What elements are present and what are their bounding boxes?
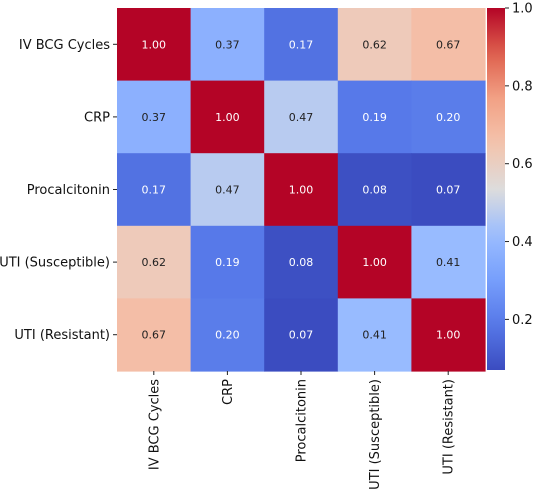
heatmap-cell <box>411 80 486 154</box>
heatmap-cell <box>117 153 192 227</box>
heatmap-cell <box>264 8 339 82</box>
cell-value-label: 0.07 <box>436 184 461 197</box>
cell-value-label: 0.17 <box>289 38 314 51</box>
cell-value-label: 0.19 <box>215 256 240 269</box>
column-label: UTI (Susceptible) <box>368 379 383 490</box>
heatmap-cell <box>411 298 486 372</box>
cell-value-label: 0.08 <box>362 184 387 197</box>
colorbar-tick-label: 0.2 <box>512 313 533 328</box>
cell-value-label: 0.20 <box>436 111 461 124</box>
row-labels: IV BCG Cycles CRP Procalcitonin UTI (Suscep… <box>0 38 117 343</box>
cell-value-label: 0.19 <box>362 111 387 124</box>
heatmap-cell <box>337 225 412 299</box>
colorbar-tick-label: 0.4 <box>512 235 533 250</box>
cell-value-label: 0.47 <box>289 111 314 124</box>
colorbar-gradient <box>487 8 505 370</box>
cell-value-label: 0.08 <box>289 256 314 269</box>
heatmap-cell <box>190 80 265 154</box>
column-label: IV BCG Cycles <box>147 379 162 470</box>
heatmap-cell <box>117 225 192 299</box>
colorbar-tick-label: 1.0 <box>512 2 533 17</box>
heatmap-cell <box>117 298 192 372</box>
heatmap-cell <box>190 153 265 227</box>
colorbar-ticks: 0.2 0.4 0.6 0.8 1.0 <box>505 2 533 328</box>
heatmap-cell <box>337 8 412 82</box>
heatmap-cell <box>117 8 192 82</box>
cell-value-label: 0.67 <box>142 329 167 342</box>
cell-value-label: 0.62 <box>142 256 167 269</box>
heatmap-cell <box>264 80 339 154</box>
heatmap-cell <box>190 298 265 372</box>
heatmap-cell <box>190 8 265 82</box>
colorbar-tick-label: 0.6 <box>512 157 533 172</box>
cell-value-label: 0.47 <box>215 184 240 197</box>
row-label: CRP <box>84 110 110 125</box>
heatmap-cell <box>411 225 486 299</box>
heatmap-cell <box>117 80 192 154</box>
heatmap-cell <box>264 153 339 227</box>
column-label: UTI (Resistant) <box>442 379 457 475</box>
cell-value-label: 0.17 <box>142 184 167 197</box>
heatmap-cell <box>264 225 339 299</box>
cell-value-label: 0.67 <box>436 38 461 51</box>
column-label: CRP <box>221 379 236 405</box>
heatmap-cell <box>190 225 265 299</box>
column-label: Procalcitonin <box>295 379 310 462</box>
heatmap-cell <box>337 298 412 372</box>
heatmap-cell <box>264 298 339 372</box>
column-labels: IV BCG Cycles CRP Procalcitonin UTI (Suscep… <box>147 371 457 490</box>
heatmap-cell <box>411 8 486 82</box>
cell-value-label: 1.00 <box>436 329 461 342</box>
row-label: IV BCG Cycles <box>19 38 110 53</box>
cell-value-label: 0.37 <box>142 111 167 124</box>
heatmap-cell <box>337 153 412 227</box>
heatmap-cell <box>337 80 412 154</box>
row-label: Procalcitonin <box>27 183 110 198</box>
cell-value-label: 1.00 <box>215 111 240 124</box>
cell-value-label: 0.41 <box>436 256 461 269</box>
heatmap-cells: 1.00 0.37 0.17 0.62 0.67 0.37 1.00 0.47 0.19 0.20… <box>117 8 486 372</box>
cell-value-label: 1.00 <box>362 256 387 269</box>
cell-value-label: 1.00 <box>289 184 314 197</box>
cell-value-label: 0.37 <box>215 38 240 51</box>
row-label: UTI (Susceptible) <box>0 256 110 271</box>
cell-value-label: 0.41 <box>362 329 387 342</box>
cell-value-label: 0.07 <box>289 329 314 342</box>
cell-value-label: 1.00 <box>142 38 167 51</box>
heatmap-cell <box>411 153 486 227</box>
cell-value-label: 0.20 <box>215 329 240 342</box>
colorbar: 0.2 0.4 0.6 0.8 1.0 <box>487 2 533 370</box>
cell-value-label: 0.62 <box>362 38 387 51</box>
row-label: UTI (Resistant) <box>14 328 110 343</box>
colorbar-tick-label: 0.8 <box>512 79 533 94</box>
